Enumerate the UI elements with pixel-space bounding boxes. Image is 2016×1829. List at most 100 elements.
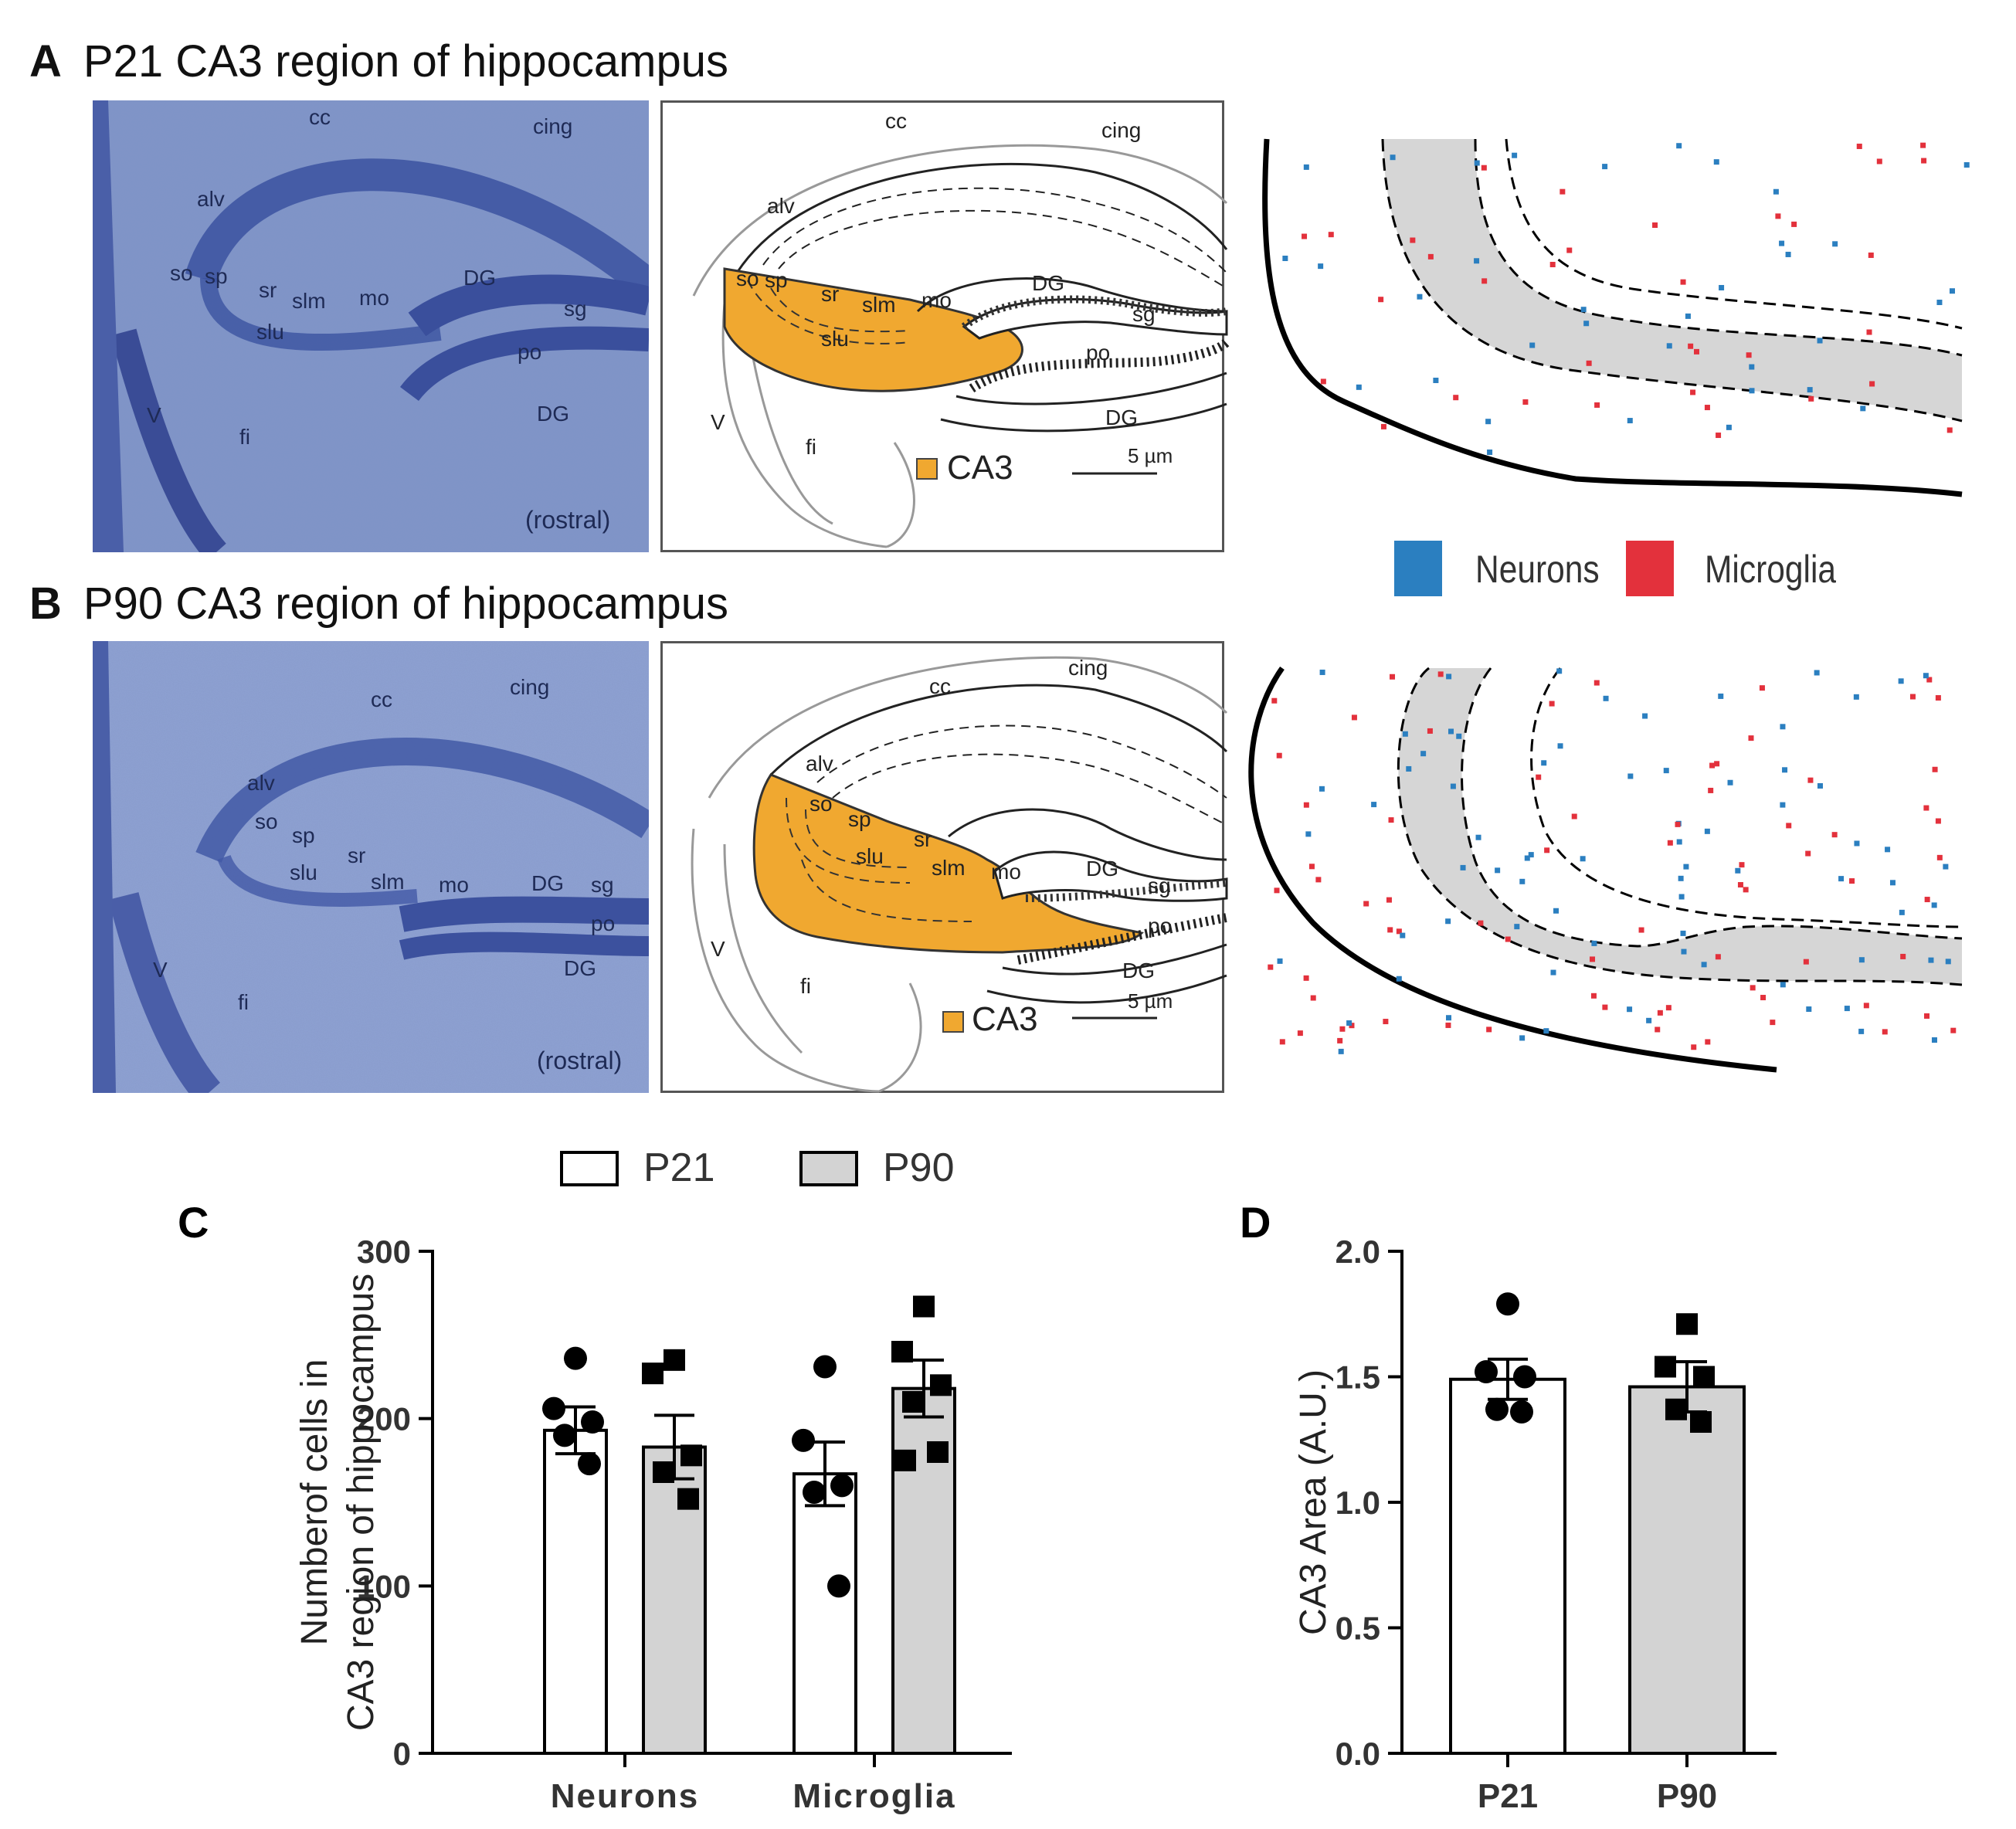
microglia-dot — [1691, 1044, 1697, 1050]
neuron-dot — [1318, 263, 1324, 270]
microglia-dot — [1680, 279, 1686, 285]
neuron-dot — [1807, 387, 1813, 393]
microglia-dot — [1310, 995, 1316, 1001]
label-cc: cc — [371, 687, 392, 711]
neuron-dot — [1591, 940, 1597, 946]
chart-d-y-axis-title: CA3 Area (A.U.) — [1293, 1369, 1334, 1635]
chart-d-y-tick-label: 0.5 — [1336, 1610, 1380, 1647]
neuron-dot — [1780, 982, 1786, 988]
diagram-a: cc cing alv so sp sr slm mo DG sg slu po… — [660, 100, 1230, 552]
microglia-dot — [1950, 1027, 1957, 1033]
neuron-dot — [1663, 768, 1669, 774]
neuron-dot — [1718, 693, 1724, 699]
microglia-dot — [1536, 774, 1542, 780]
neuron-dot — [1832, 241, 1838, 247]
label-rostral: (rostral) — [525, 506, 611, 534]
neuron-dot — [1642, 713, 1648, 719]
label-slu: slu — [256, 320, 284, 344]
label-dg: DG — [531, 871, 564, 895]
neuron-dot — [1446, 674, 1452, 680]
microglia-dot — [1386, 897, 1392, 903]
neuron-dot — [1676, 143, 1682, 149]
chart-c-y-axis-title-line2: CA3 region of hippocampus — [341, 1274, 382, 1731]
neuron-dot — [1305, 831, 1312, 837]
microglia-dot — [1505, 936, 1511, 942]
chart-c-p90-neurons-data-point — [664, 1349, 685, 1371]
microglia-dot — [1549, 701, 1555, 707]
chart-c-y-tick-label: 300 — [357, 1233, 411, 1270]
microglia-dot — [1655, 1026, 1661, 1033]
diagram-label-sp: sp — [765, 268, 788, 292]
neuron-dot — [1773, 188, 1779, 195]
label-dg: DG — [463, 266, 496, 290]
neuron-dot — [1580, 856, 1586, 862]
chart-c-p21-neurons-data-point — [553, 1423, 576, 1447]
label-v: V — [147, 403, 161, 427]
label-cing: cing — [510, 675, 550, 699]
label-dg-lower: DG — [564, 956, 596, 980]
neuron-dot — [1713, 159, 1719, 165]
neuron-dot — [1678, 894, 1685, 900]
neuron-dot — [1583, 321, 1590, 327]
neuron-dot — [1719, 284, 1725, 290]
neuron-dot — [1678, 875, 1684, 881]
neuron-dot — [1277, 958, 1283, 964]
microglia-dot — [1339, 1026, 1346, 1032]
chart-d-p90-data-point — [1690, 1411, 1712, 1433]
neuron-dot — [1936, 299, 1943, 305]
schematic-b-outline — [1248, 666, 1963, 1073]
chart-c-y-tick-label: 100 — [357, 1568, 411, 1604]
microglia-dot — [1900, 953, 1906, 959]
microglia-dot — [1807, 777, 1814, 783]
panel-a-title: A P21 CA3 region of hippocampus — [29, 36, 728, 87]
neuron-dot — [1400, 932, 1406, 938]
chart-d-p21-bar — [1449, 1377, 1566, 1755]
panel-b-title: B P90 CA3 region of hippocampus — [29, 579, 728, 629]
microglia-dot — [1770, 1020, 1776, 1026]
microglia-dot — [1560, 188, 1566, 195]
microglia-dot — [1315, 877, 1322, 883]
microglia-dot — [1876, 158, 1882, 165]
label-sg: sg — [564, 297, 587, 321]
neuron-dot — [1931, 1037, 1937, 1043]
microglia-dot — [1693, 348, 1699, 355]
label-slm: slm — [371, 870, 405, 894]
microglia-dot — [1652, 222, 1658, 228]
microglia-dot — [1481, 165, 1487, 171]
neuron-dot — [1460, 864, 1466, 870]
microglia-dot — [1709, 762, 1716, 769]
label-po: po — [591, 911, 616, 935]
microglia-dot — [1849, 878, 1855, 884]
neurons-legend-label: Neurons — [1475, 548, 1600, 591]
chart-c-p21-neurons-data-point — [542, 1396, 565, 1420]
neuron-dot — [1420, 751, 1427, 757]
neuron-dot — [1519, 1035, 1526, 1041]
microglia-dot — [1667, 840, 1673, 846]
microglia-dot — [1936, 854, 1943, 860]
diagram-label-alv: alv — [767, 194, 795, 218]
neuron-dot — [1889, 880, 1896, 886]
neuron-dot — [1557, 743, 1563, 749]
neuron-dot — [1474, 160, 1480, 166]
microglia-dot — [1478, 920, 1484, 926]
label-sr: sr — [348, 843, 366, 867]
cell-distribution-a — [1262, 138, 1970, 497]
chart-d-y-tick-label: 2.0 — [1336, 1233, 1380, 1270]
microglia-dot — [1920, 142, 1926, 148]
cell-distribution-b — [1248, 666, 1963, 1073]
diagram-label-slm: slm — [862, 293, 896, 317]
diagram-label-so: so — [736, 266, 759, 290]
microglia-dot — [1308, 864, 1315, 870]
neuron-dot — [1433, 377, 1439, 383]
microglia-dot — [1708, 787, 1714, 793]
microglia-dot — [1946, 427, 1953, 433]
neuron-dot — [1445, 918, 1451, 925]
microglia-dot — [1380, 423, 1386, 429]
microglia-dot — [1387, 927, 1393, 933]
diagram-label-slm: slm — [932, 856, 966, 880]
neuron-dot — [1726, 424, 1732, 430]
microglia-dot — [1594, 402, 1600, 408]
microglia-dot — [1932, 766, 1938, 772]
chart-c-y-tick-label: 200 — [357, 1401, 411, 1437]
microglia-dot — [1328, 232, 1334, 238]
